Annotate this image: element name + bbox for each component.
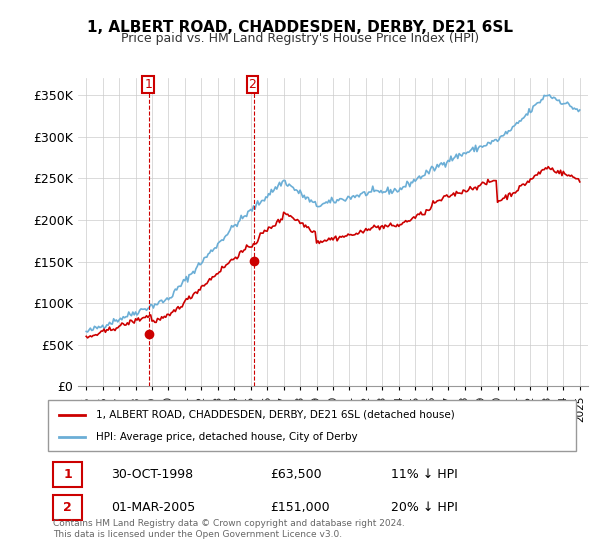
FancyBboxPatch shape [53, 496, 82, 520]
Text: 1: 1 [64, 468, 72, 481]
Text: Contains HM Land Registry data © Crown copyright and database right 2024.
This d: Contains HM Land Registry data © Crown c… [53, 520, 405, 539]
FancyBboxPatch shape [53, 463, 82, 487]
Text: £151,000: £151,000 [270, 501, 329, 514]
Text: 20% ↓ HPI: 20% ↓ HPI [391, 501, 458, 514]
Text: 1, ALBERT ROAD, CHADDESDEN, DERBY, DE21 6SL (detached house): 1, ALBERT ROAD, CHADDESDEN, DERBY, DE21 … [95, 409, 454, 419]
Text: 1: 1 [144, 78, 152, 91]
Text: 11% ↓ HPI: 11% ↓ HPI [391, 468, 458, 481]
Text: Price paid vs. HM Land Registry's House Price Index (HPI): Price paid vs. HM Land Registry's House … [121, 32, 479, 45]
Text: 2: 2 [248, 78, 256, 91]
Text: 1, ALBERT ROAD, CHADDESDEN, DERBY, DE21 6SL: 1, ALBERT ROAD, CHADDESDEN, DERBY, DE21 … [87, 20, 513, 35]
Text: 2: 2 [64, 501, 72, 514]
Text: HPI: Average price, detached house, City of Derby: HPI: Average price, detached house, City… [95, 432, 357, 442]
FancyBboxPatch shape [48, 400, 576, 451]
Text: 01-MAR-2005: 01-MAR-2005 [112, 501, 196, 514]
Text: £63,500: £63,500 [270, 468, 322, 481]
Text: 30-OCT-1998: 30-OCT-1998 [112, 468, 193, 481]
